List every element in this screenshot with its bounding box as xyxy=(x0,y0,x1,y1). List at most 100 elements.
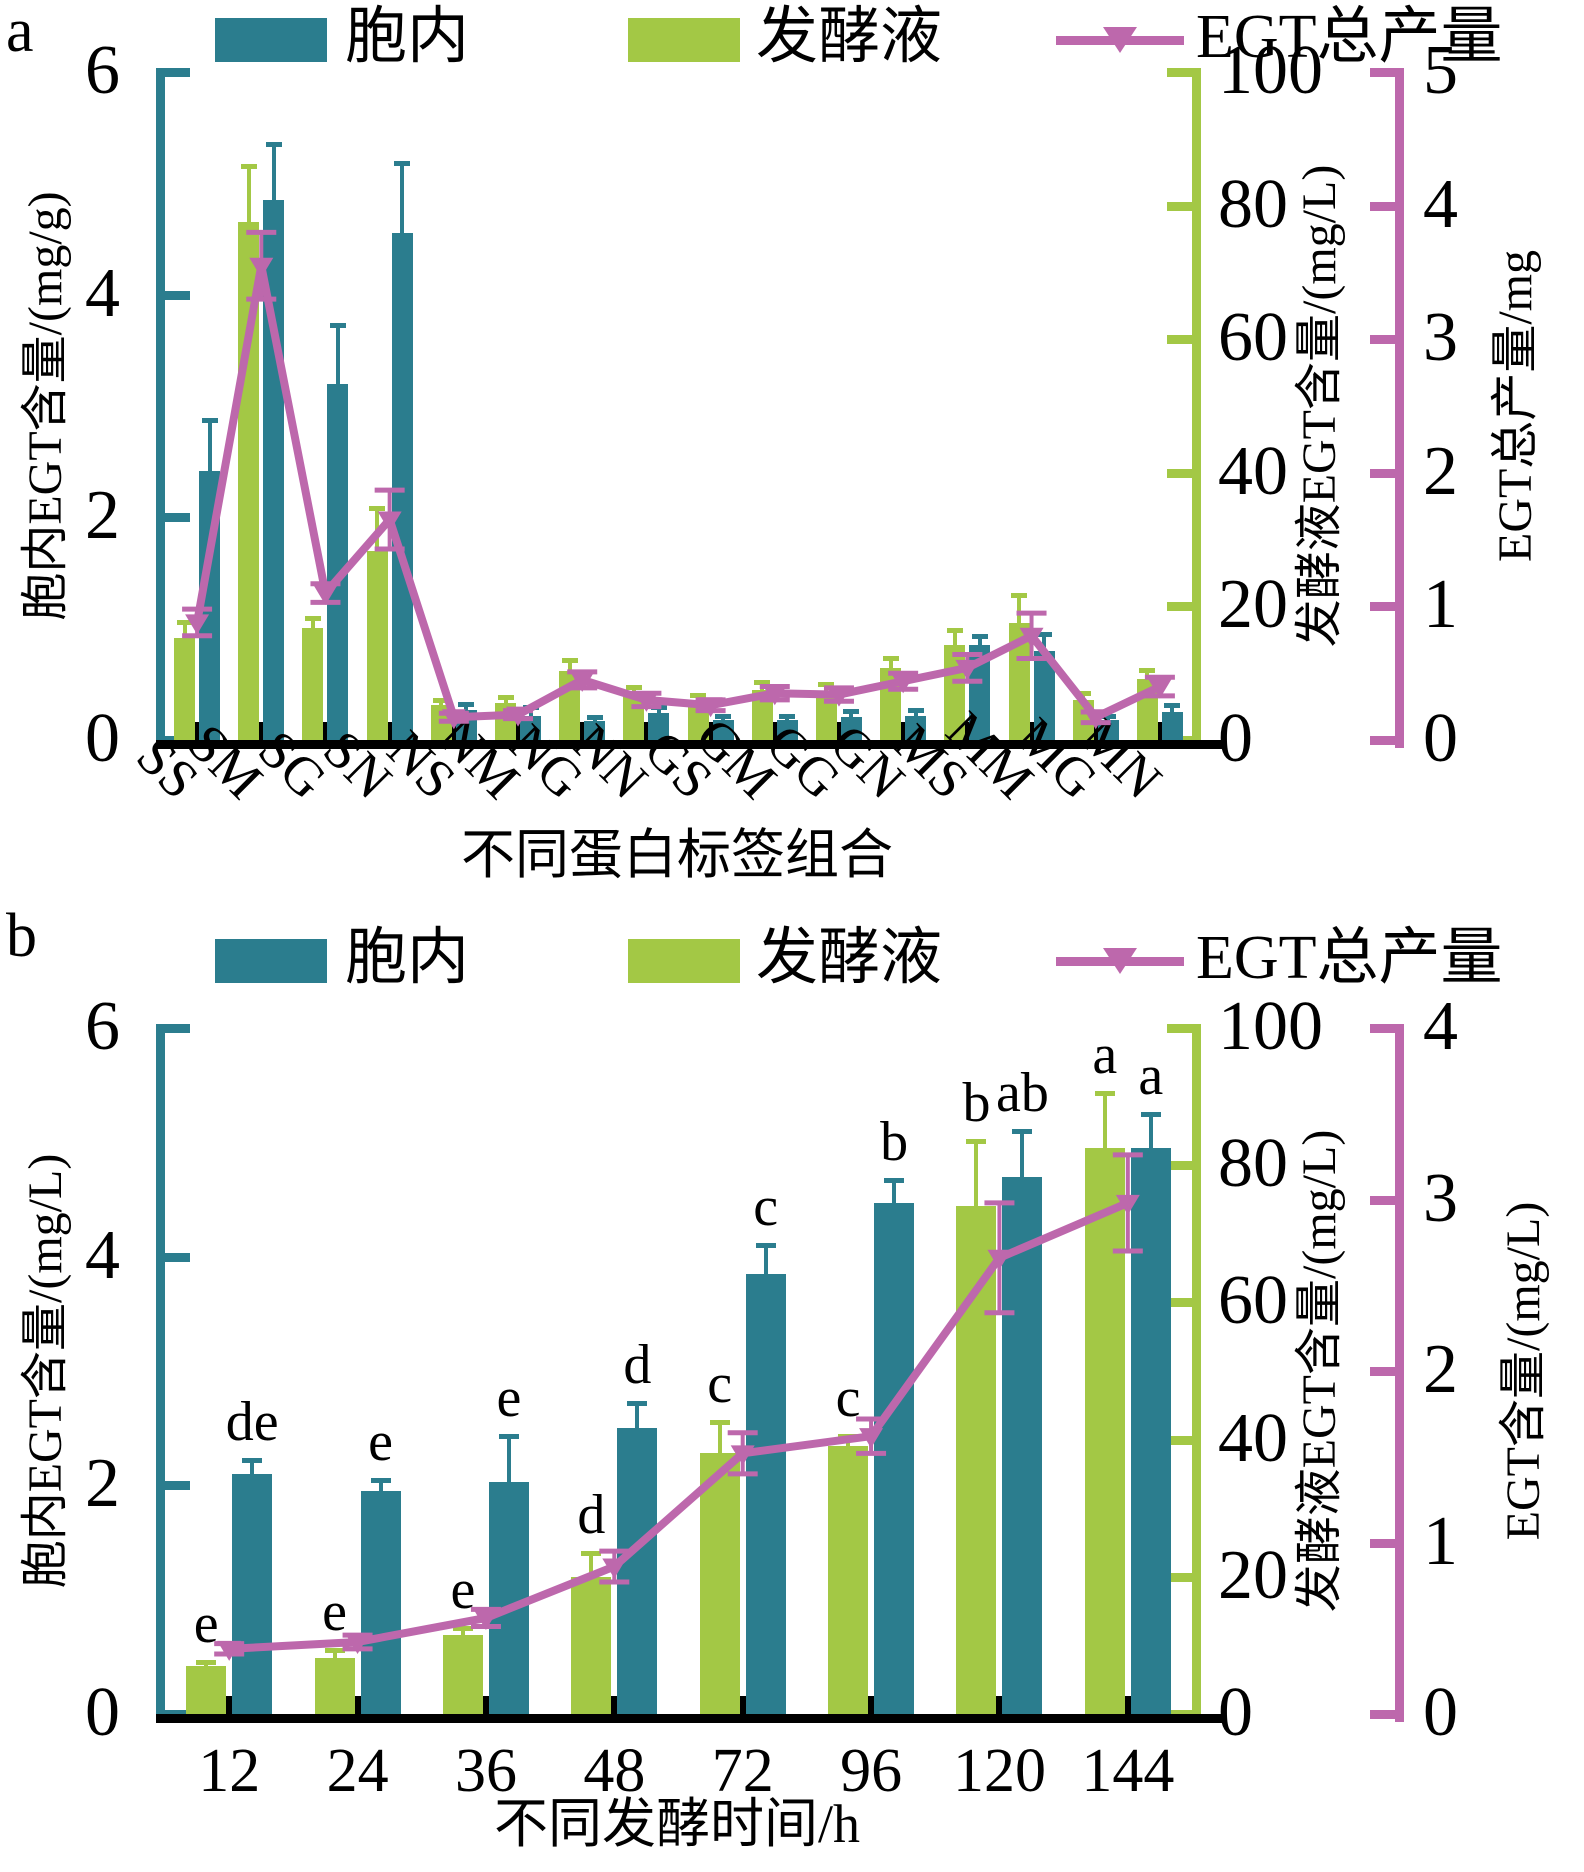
x-axis-title: 不同蛋白标签组合 xyxy=(461,825,893,885)
error-cap-broth xyxy=(754,679,771,685)
line-marker-triangle-down-icon xyxy=(891,673,916,694)
legend-label-intracellular: 胞内 xyxy=(345,3,470,71)
y-axis-left-tick-label: 2 xyxy=(85,1445,120,1523)
error-bar-broth xyxy=(182,622,187,638)
y-axis-left-tick xyxy=(156,68,190,77)
line-marker-triangle-down-icon xyxy=(185,614,210,635)
error-cap-intracellular xyxy=(884,1178,905,1184)
bar-broth-96 xyxy=(828,1446,869,1714)
bar-intracellular-144 xyxy=(1130,1148,1171,1714)
error-bar-intracellular xyxy=(1170,705,1175,713)
y-axis-purple-tick-label: 2 xyxy=(1423,1331,1458,1408)
error-bar-intracellular xyxy=(207,420,212,471)
bar-intracellular-NG xyxy=(584,721,606,740)
x-axis-title: 不同发酵时间/h xyxy=(493,1794,861,1854)
y-axis-green-tick-label: 20 xyxy=(1218,566,1288,644)
y-axis-green-tick xyxy=(1167,1024,1201,1033)
y-axis-purple-tick-label: 4 xyxy=(1423,165,1458,243)
error-cap-intracellular xyxy=(201,418,218,424)
error-bar-intracellular xyxy=(656,706,661,714)
bar-intracellular-96 xyxy=(874,1202,915,1714)
error-cap-broth xyxy=(1094,1091,1115,1097)
line-marker-triangle-down-icon xyxy=(955,659,980,680)
y-axis-green-tick-label: 40 xyxy=(1218,1399,1288,1477)
error-cap-broth xyxy=(1075,691,1092,697)
line-marker-triangle-down-icon xyxy=(345,1633,370,1654)
bar-intracellular-SN xyxy=(391,233,413,740)
x-label-36: 36 xyxy=(454,1737,517,1805)
line-marker-triangle-down-icon xyxy=(1019,627,1044,648)
error-bar-broth xyxy=(332,1649,337,1658)
error-cap-intracellular xyxy=(1036,632,1053,638)
error-bar-intracellular xyxy=(635,1403,640,1429)
legend-swatch-intracellular xyxy=(215,18,327,62)
x-label-144: 144 xyxy=(1081,1737,1175,1805)
y-axis-green-tick-label: 60 xyxy=(1218,1262,1288,1340)
error-cap-broth xyxy=(304,616,321,622)
legend-label-total: EGT总产量 xyxy=(1196,3,1503,71)
y-axis-purple-tick xyxy=(1370,1195,1404,1205)
y-axis-left-tick xyxy=(156,1481,190,1491)
error-cap-intracellular xyxy=(907,707,924,713)
line-series-total xyxy=(214,1152,1143,1661)
bar-broth-GG xyxy=(815,691,837,740)
y-axis-purple-tick xyxy=(1370,201,1404,211)
panel-label-a: a xyxy=(6,0,34,65)
sig-letter-intracellular-48: d xyxy=(623,1334,652,1396)
legend-line-marker-icon xyxy=(1056,27,1184,53)
line-marker-triangle-down-icon xyxy=(1115,1194,1140,1215)
error-bar-intracellular xyxy=(506,1436,511,1482)
error-cap-intracellular xyxy=(779,713,796,719)
y-axis-green-tick xyxy=(1167,468,1201,478)
line-marker-triangle-down-icon xyxy=(987,1249,1012,1270)
y-axis-purple-tick-label: 0 xyxy=(1423,1674,1458,1751)
bar-broth-SS xyxy=(174,637,196,740)
plot-area-b: 0 2 4 6 0 20 40 60 80 100 0 1 2 3 4 e e e d c c b a de e e d c b ab a 1… xyxy=(0,905,1584,1872)
y-axis-green xyxy=(1192,1024,1201,1722)
error-cap-broth xyxy=(369,505,386,511)
line-marker-triangle-down-icon xyxy=(506,706,531,727)
bar-intracellular-48 xyxy=(617,1428,658,1714)
error-cap-intracellular xyxy=(715,713,732,719)
sig-letter-broth-48: d xyxy=(577,1483,606,1546)
y-axis-green-tick xyxy=(1167,335,1201,345)
error-cap-intracellular xyxy=(843,709,860,715)
x-axis-baseline xyxy=(156,740,1223,749)
line-marker-triangle-down-icon xyxy=(313,585,338,606)
error-cap-intracellular xyxy=(498,1434,519,1440)
bar-intracellular-MS xyxy=(969,645,991,740)
x-axis-baseline xyxy=(156,1714,1223,1723)
line-marker-triangle-down-icon xyxy=(377,511,402,532)
error-cap-intracellular xyxy=(1140,1111,1161,1117)
error-bar-intracellular xyxy=(1020,1130,1025,1177)
bar-broth-36 xyxy=(442,1635,483,1714)
x-label-48: 48 xyxy=(583,1737,646,1805)
error-bar-broth xyxy=(310,618,315,629)
error-cap-broth xyxy=(946,628,963,634)
error-bar-broth xyxy=(974,1141,979,1207)
y-axis-green-tick-label: 100 xyxy=(1218,32,1323,109)
y-axis-green-tick xyxy=(1167,1161,1201,1171)
y-axis-green-tick-label: 0 xyxy=(1218,700,1253,777)
y-axis-purple-tick xyxy=(1370,468,1404,478)
bar-intracellular-72 xyxy=(745,1273,786,1714)
line-marker-triangle-down-icon xyxy=(217,1640,242,1661)
error-cap-intracellular xyxy=(627,1401,648,1406)
y-axis-green-tick-label: 100 xyxy=(1218,988,1323,1065)
sig-letter-broth-72: c xyxy=(707,1353,733,1416)
y-axis-purple-tick xyxy=(1370,1710,1404,1719)
y-axis-left-tick xyxy=(156,513,190,523)
y-axis-left-tick xyxy=(156,1024,190,1033)
error-cap-broth xyxy=(176,620,193,626)
error-cap-intracellular xyxy=(1100,713,1117,719)
panel-label-b: b xyxy=(6,902,37,970)
error-bar-intracellular xyxy=(1042,634,1047,651)
y-axis-purple-tick xyxy=(1370,1024,1404,1033)
y-axis-purple-tick-label: 5 xyxy=(1423,32,1458,109)
triangle-down-icon xyxy=(1103,948,1137,974)
triangle-down-icon xyxy=(1103,27,1137,53)
error-cap-broth xyxy=(966,1139,987,1145)
plot-area-a: 0 2 4 6 0 20 40 60 80 100 0 1 2 3 4 5 SS SM SG SN NS NM NG NN GS… xyxy=(0,0,1584,905)
y-axis-left-tick-label: 6 xyxy=(85,988,120,1065)
